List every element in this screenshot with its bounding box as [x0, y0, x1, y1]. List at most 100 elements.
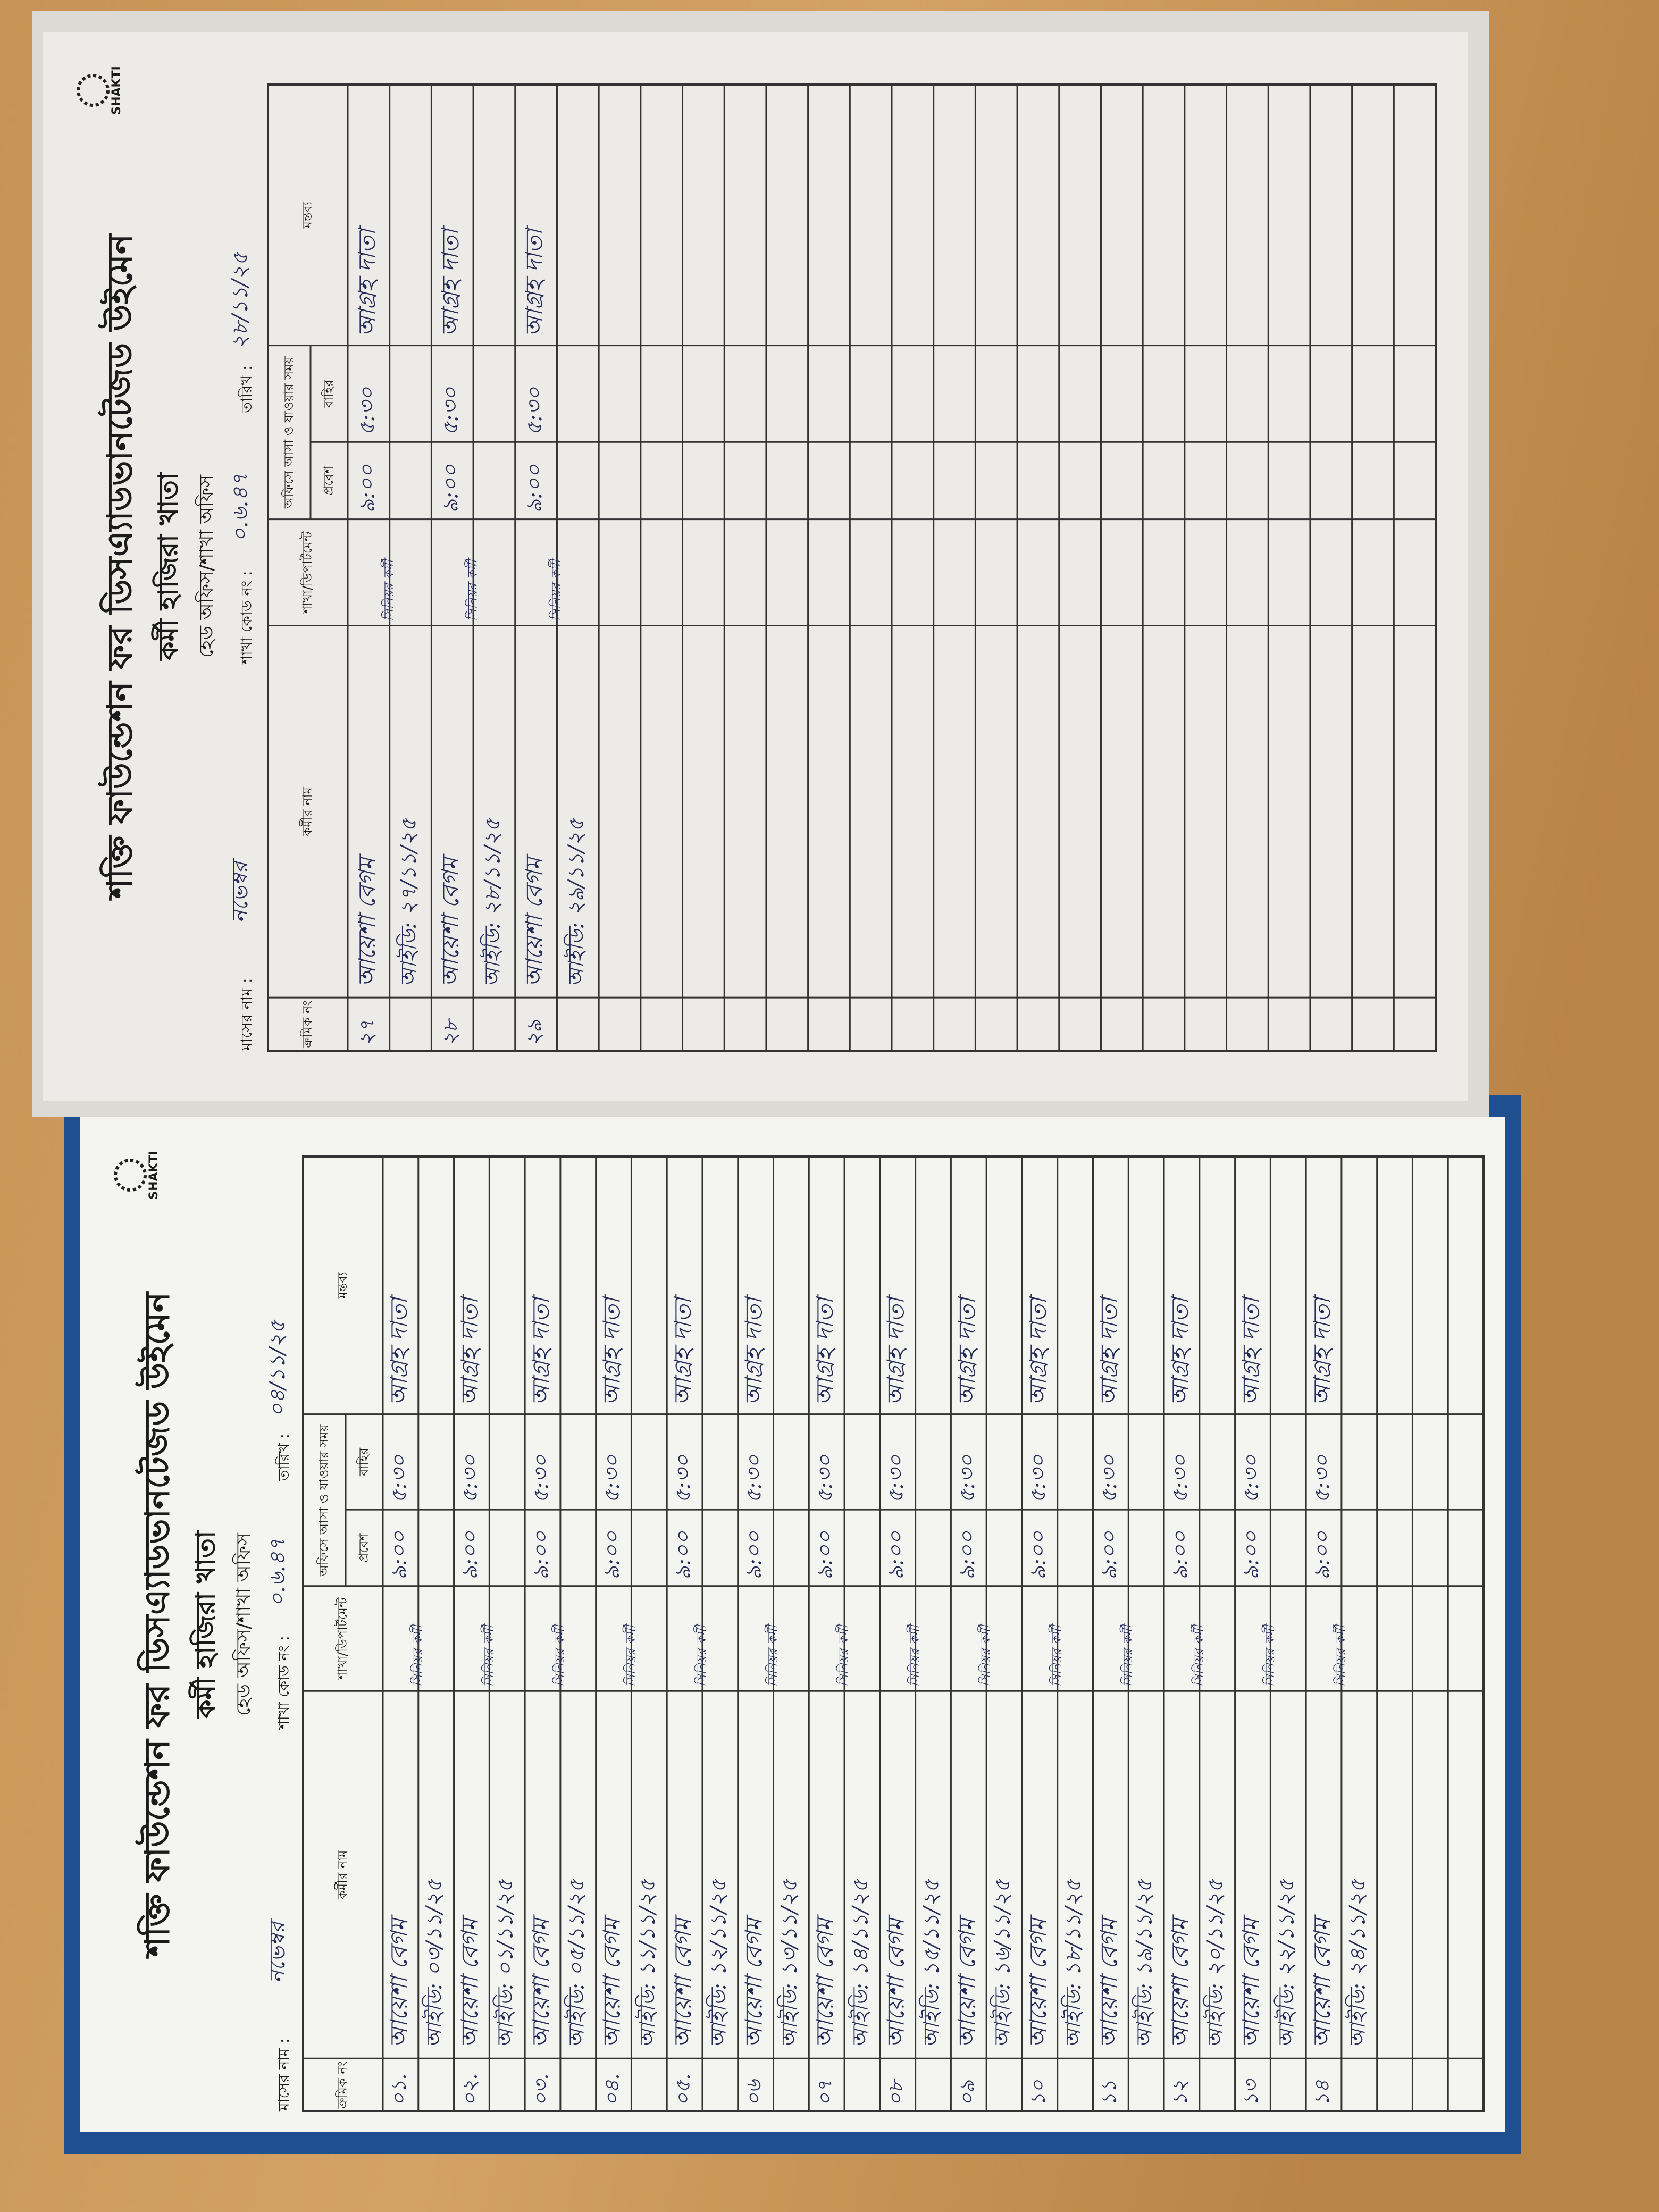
entry-time: ৯:০০ — [671, 1530, 696, 1579]
remark: আগ্রহ দাতা — [437, 224, 464, 337]
month-value: নভেম্বর — [265, 1918, 290, 1983]
entry-time: ৯:০০ — [355, 464, 379, 513]
entry-time: ৯:০০ — [1097, 1530, 1121, 1579]
exit-time: ৫:৩০ — [742, 1454, 766, 1503]
employee-id: আইডি: ১৩/১১/২৫ — [776, 1879, 802, 2048]
column-header: বাহির — [321, 379, 336, 408]
entry-time: ৯:০০ — [529, 1530, 553, 1579]
entry-time: ৯:০০ — [1310, 1530, 1335, 1579]
department: সিনিয়র কর্মী — [1119, 1622, 1135, 1687]
month-label: মাসের নাম : — [275, 2039, 292, 2112]
serial-number: ১২ — [1168, 2080, 1192, 2106]
month-label: মাসের নাম : — [238, 978, 255, 1051]
employee-id: আইডি: ১৯/১১/২৫ — [1132, 1879, 1157, 2048]
employee-id: আইডি: ২৯/১১/২৫ — [563, 818, 589, 987]
column-header: শাখা/ডিপার্টমেন্ট — [299, 531, 315, 614]
employee-id: আইডি: ১৫/১১/২৫ — [918, 1879, 944, 2048]
exit-time: ৫:৩০ — [884, 1454, 908, 1503]
remark: আগ্রহ দাতা — [953, 1293, 981, 1405]
employee-name: আয়েশা বেগম — [1167, 1914, 1194, 2048]
column-header: প্রবেশ — [321, 466, 336, 496]
exit-time: ৫:৩০ — [1026, 1454, 1050, 1503]
month-value: নভেম্বর — [228, 858, 253, 923]
employee-id: আইডি: ২২/১১/২৫ — [1273, 1879, 1299, 2048]
column-header: ক্রমিক নং — [335, 2061, 350, 2109]
remark: আগ্রহ দাতা — [741, 1293, 768, 1405]
employee-id: আইডি: ২০/১১/২৫ — [1202, 1879, 1228, 2048]
exit-time: ৫:৩০ — [1097, 1454, 1121, 1503]
column-header: শাখা/ডিপার্টমেন্ট — [334, 1597, 350, 1680]
serial-number: ০৭ — [813, 2080, 836, 2106]
date-value: ২৮/১১/২৫ — [228, 252, 253, 349]
office-label: হেড অফিস/শাখা অফিস — [195, 474, 217, 658]
column-header: অফিসে আসা ও যাওয়ার সময় — [316, 1423, 331, 1577]
employee-name: আয়েশা বেগম — [354, 853, 381, 987]
employee-name: আয়েশা বেগম — [883, 1914, 910, 2048]
page-subtitle: কর্মী হাজিরা খাতা — [188, 1530, 221, 1720]
employee-name: আয়েশা বেগম — [669, 1914, 697, 2048]
date-label: তারিখ : — [238, 366, 255, 414]
serial-number: ০২. — [458, 2074, 481, 2107]
remark: আগ্রহ দাতা — [1167, 1293, 1194, 1405]
serial-number: ১৪ — [1310, 2080, 1334, 2106]
entry-time: ৯:০০ — [813, 1530, 837, 1579]
column-header: ক্রমিক নং — [300, 1000, 315, 1048]
serial-number: ১৩ — [1239, 2078, 1262, 2106]
entry-time: ৯:০০ — [1026, 1530, 1050, 1579]
exit-time: ৫:৩০ — [671, 1454, 696, 1503]
department: সিনিয়র কর্মী — [764, 1622, 780, 1687]
serial-number: ২৮ — [439, 1017, 462, 1046]
employee-id: আইডি: ১৮/১১/২৫ — [1060, 1879, 1086, 2048]
employee-name: আয়েশা বেগম — [953, 1914, 981, 2048]
department: সিনিয়র কর্মী — [380, 557, 396, 622]
department: সিনিয়র কর্মী — [693, 1622, 709, 1687]
department: সিনিয়র কর্মী — [1261, 1622, 1277, 1687]
serial-number: ০৫. — [671, 2074, 694, 2106]
entry-time: ৯:০০ — [387, 1530, 411, 1579]
department: সিনিয়র কর্মী — [548, 557, 564, 622]
remark: আগ্রহ দাতা — [811, 1293, 839, 1405]
serial-number: ০৯ — [955, 2080, 978, 2106]
column-header: কর্মীর নাম — [299, 786, 315, 836]
employee-id: আইডি: ২৪/১১/২৫ — [1344, 1879, 1370, 2048]
column-header: প্রবেশ — [356, 1533, 371, 1563]
entry-time: ৯:০০ — [439, 464, 463, 513]
remark: আগ্রহ দাতা — [1095, 1293, 1122, 1405]
column-header: মন্তব্য — [300, 201, 315, 229]
employee-name: আয়েশা বেগম — [527, 1914, 555, 2048]
serial-number: ১১ — [1097, 2080, 1120, 2106]
exit-time: ৫:৩০ — [387, 1454, 411, 1503]
exit-time: ৫:৩০ — [439, 387, 463, 435]
department: সিনিয়র কর্মী — [551, 1622, 567, 1687]
logo-text: SHAKTI — [110, 66, 123, 115]
register-page: SHAKTI শক্তি ফাউন্ডেশন ফর ডিসএ্যাডভানটেজড… — [43, 32, 1468, 1101]
exit-time: ৫:৩০ — [1310, 1454, 1335, 1503]
remark: আগ্রহ দাতা — [883, 1293, 910, 1405]
remark: আগ্রহ দাতা — [1025, 1293, 1052, 1405]
serial-number: ০৬ — [742, 2079, 766, 2106]
employee-id: আইডি: ১১/১১/২৫ — [634, 1879, 660, 2048]
remark: আগ্রহ দাতা — [521, 224, 548, 337]
department: সিনিয়র কর্মী — [480, 1622, 496, 1687]
remark: আগ্রহ দাতা — [354, 224, 381, 337]
column-header: অফিসে আসা ও যাওয়ার সময় — [281, 356, 296, 509]
exit-time: ৫:৩০ — [813, 1454, 837, 1503]
page-title: শক্তি ফাউন্ডেশন ফর ডিসএ্যাডভানটেজড উইমেন — [98, 232, 140, 901]
date-label: তারিখ : — [275, 1434, 292, 1481]
remark: আগ্রহ দাতা — [599, 1293, 626, 1405]
employee-id: আইডি: ১৬/১১/২৫ — [990, 1879, 1015, 2048]
remark: আগ্রহ দাতা — [456, 1293, 483, 1405]
remark: আগ্রহ দাতা — [386, 1293, 413, 1405]
employee-name: আয়েশা বেগম — [599, 1914, 626, 2048]
exit-time: ৫:৩০ — [955, 1454, 979, 1503]
employee-id: আইডি: ০৫/১১/২৫ — [563, 1879, 589, 2048]
serial-number: ২৯ — [523, 1019, 546, 1046]
entry-time: ৯:০০ — [955, 1530, 979, 1579]
employee-id: আইডি: ০১/১১/২৫ — [492, 1879, 518, 2048]
employee-id: আইডি: ১৪/১১/২৫ — [847, 1879, 873, 2048]
column-header: কর্মীর নাম — [334, 1850, 350, 1900]
employee-name: আয়েশা বেগম — [1237, 1914, 1264, 2048]
employee-id: আইডি: ২৮/১১/২৫ — [479, 818, 505, 987]
employee-id: আইডি: ২৭/১১/২৫ — [396, 818, 421, 987]
